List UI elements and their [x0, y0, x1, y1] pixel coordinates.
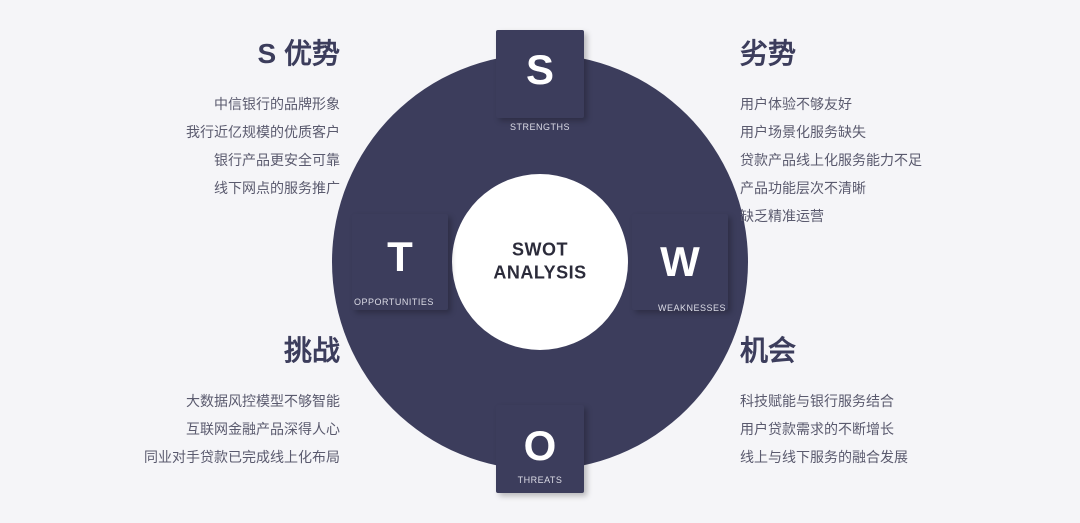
opportunities-title: 机会	[740, 329, 1020, 369]
list-item: 贷款产品线上化服务能力不足	[740, 146, 1020, 174]
list-item: 大数据风控模型不够智能	[60, 387, 340, 415]
list-item: 同业对手贷款已完成线上化布局	[60, 443, 340, 471]
list-item: 用户体验不够友好	[740, 90, 1020, 118]
list-item: 中信银行的品牌形象	[60, 90, 340, 118]
badge-o-label: THREATS	[518, 475, 563, 485]
badge-t-letter: T	[387, 236, 413, 278]
list-item: 银行产品更安全可靠	[60, 146, 340, 174]
badge-s-letter: S	[526, 49, 554, 91]
list-item: 用户贷款需求的不断增长	[740, 415, 1020, 443]
badge-t: T	[352, 214, 448, 310]
threats-list: 大数据风控模型不够智能互联网金融产品深得人心同业对手贷款已完成线上化布局	[60, 387, 340, 471]
list-item: 线下网点的服务推广	[60, 174, 340, 202]
strengths-list: 中信银行的品牌形象我行近亿规模的优质客户银行产品更安全可靠线下网点的服务推广	[60, 90, 340, 202]
quadrant-strengths: S 优势 中信银行的品牌形象我行近亿规模的优质客户银行产品更安全可靠线下网点的服…	[60, 32, 340, 202]
list-item: 线上与线下服务的融合发展	[740, 443, 1020, 471]
badge-s: S	[496, 30, 584, 118]
strengths-title: S 优势	[60, 32, 340, 72]
center-line2: ANALYSIS	[493, 262, 586, 285]
list-item: 科技赋能与银行服务结合	[740, 387, 1020, 415]
badge-s-label: STRENGTHS	[510, 122, 570, 132]
swot-diagram: SWOT ANALYSIS S STRENGTHS W WEAKNESSES O…	[0, 0, 1080, 523]
quadrant-threats: 挑战 大数据风控模型不够智能互联网金融产品深得人心同业对手贷款已完成线上化布局	[60, 329, 340, 471]
quadrant-weaknesses: 劣势 用户体验不够友好用户场景化服务缺失贷款产品线上化服务能力不足产品功能层次不…	[740, 32, 1020, 230]
badge-o-letter: O	[524, 425, 557, 467]
weaknesses-list: 用户体验不够友好用户场景化服务缺失贷款产品线上化服务能力不足产品功能层次不清晰缺…	[740, 90, 1020, 230]
threats-title: 挑战	[60, 329, 340, 369]
badge-w-label: WEAKNESSES	[658, 303, 726, 313]
weaknesses-title: 劣势	[740, 32, 1020, 72]
list-item: 我行近亿规模的优质客户	[60, 118, 340, 146]
list-item: 产品功能层次不清晰	[740, 174, 1020, 202]
list-item: 互联网金融产品深得人心	[60, 415, 340, 443]
center-title: SWOT ANALYSIS	[493, 238, 586, 285]
center-line1: SWOT	[493, 238, 586, 261]
badge-w-letter: W	[660, 241, 700, 283]
quadrant-opportunities: 机会 科技赋能与银行服务结合用户贷款需求的不断增长线上与线下服务的融合发展	[740, 329, 1020, 471]
list-item: 用户场景化服务缺失	[740, 118, 1020, 146]
opportunities-list: 科技赋能与银行服务结合用户贷款需求的不断增长线上与线下服务的融合发展	[740, 387, 1020, 471]
badge-w: W	[632, 214, 728, 310]
list-item: 缺乏精准运营	[740, 202, 1020, 230]
badge-t-label: OPPORTUNITIES	[354, 297, 434, 307]
